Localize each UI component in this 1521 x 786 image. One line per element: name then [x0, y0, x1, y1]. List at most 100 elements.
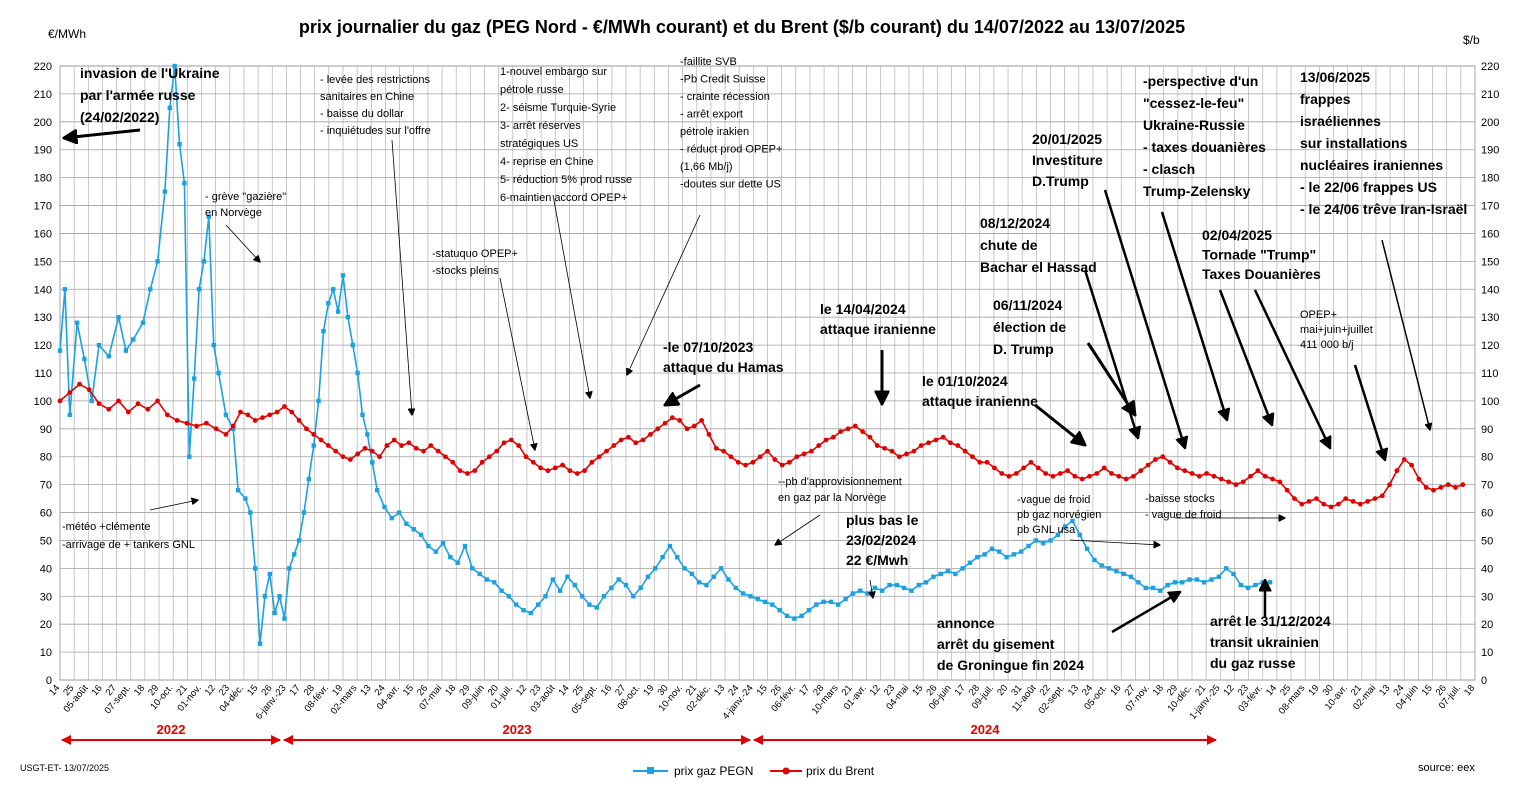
data-point-gas — [345, 314, 351, 320]
data-point-brent — [721, 448, 726, 454]
annotation-israel: - le 22/06 frappes US — [1300, 179, 1437, 195]
annotation-arrow — [1111, 592, 1180, 634]
annotation-iran1404: le 14/04/2024 — [820, 301, 906, 317]
data-point-gas — [311, 443, 316, 448]
annotation-arrow — [1218, 289, 1272, 425]
data-point-brent — [889, 448, 895, 454]
annotation-embargo: 2- séisme Turquie-Syrie — [500, 102, 616, 114]
data-point-brent — [574, 471, 580, 476]
annotation-arrow — [1353, 364, 1385, 460]
data-point-gas — [257, 641, 263, 646]
data-point-brent — [1160, 454, 1166, 460]
data-point-gas — [335, 309, 341, 314]
data-point-gas — [301, 510, 307, 515]
data-point-gas — [726, 577, 731, 582]
annotation-groningue: arrêt du gisement — [937, 636, 1055, 652]
data-point-gas — [196, 287, 202, 292]
y-tick-label-right: 180 — [1481, 173, 1499, 185]
data-point-gas — [272, 610, 277, 616]
data-point-brent — [1365, 498, 1371, 504]
y-tick-label-left: 90 — [40, 424, 52, 436]
annotation-investiture: 20/01/2025 — [1032, 131, 1102, 147]
data-point-gas — [155, 259, 160, 264]
data-point-gas — [872, 585, 878, 591]
data-point-gas — [821, 599, 826, 605]
data-point-gas — [543, 594, 548, 599]
annotations: invasion de l'Ukraine par l'armée russe (2… — [62, 56, 1467, 673]
data-point-brent — [125, 409, 131, 415]
annotation-arrow — [1253, 289, 1330, 448]
annotation-cessez: Ukraine-Russie — [1143, 117, 1245, 133]
annotation-arrow — [149, 500, 198, 511]
data-point-brent — [772, 457, 778, 462]
data-point-brent — [1123, 476, 1129, 482]
data-point-brent — [545, 468, 551, 474]
annotation-trump1: 06/11/2024 — [993, 297, 1063, 313]
annotation-tornade: 02/04/2025 — [1202, 227, 1272, 243]
data-point-brent — [1233, 482, 1239, 488]
data-point-brent — [486, 454, 492, 460]
data-point-brent — [1116, 473, 1122, 479]
data-point-brent — [1138, 468, 1144, 474]
data-point-brent — [765, 448, 770, 454]
data-point-brent — [1401, 457, 1407, 462]
data-point-brent — [86, 387, 92, 393]
data-point-gas — [1099, 563, 1104, 568]
data-point-brent — [57, 398, 63, 404]
data-point-gas — [850, 591, 856, 596]
data-point-gas — [718, 566, 724, 571]
data-point-gas — [909, 588, 914, 593]
data-point-gas — [411, 527, 416, 532]
data-point-gas — [1136, 580, 1141, 585]
data-point-gas — [1172, 580, 1178, 585]
data-point-brent — [355, 451, 361, 457]
data-point-gas — [1092, 557, 1097, 563]
data-point-brent — [1270, 476, 1275, 482]
y-tick-label-left: 70 — [40, 480, 52, 492]
data-point-brent — [1065, 468, 1070, 474]
data-point-gas — [396, 510, 402, 515]
data-point-brent — [1035, 465, 1041, 471]
data-point-gas — [243, 496, 248, 501]
data-point-brent — [1255, 468, 1261, 474]
y-tick-label-right: 60 — [1481, 508, 1493, 520]
annotation-statuquo: -stocks pleins — [432, 265, 499, 277]
data-point-gas — [572, 582, 577, 588]
data-point-brent — [911, 448, 917, 454]
data-point-brent — [106, 406, 112, 412]
y-tick-label-left: 150 — [34, 256, 52, 268]
data-point-gas — [535, 602, 541, 607]
annotation-hamas: attaque du Hamas — [663, 359, 784, 375]
data-point-brent — [750, 459, 756, 465]
data-point-gas — [923, 580, 929, 585]
data-point-brent — [1248, 473, 1253, 479]
data-point-brent — [347, 457, 353, 462]
data-point-gas — [938, 571, 943, 577]
data-point-gas — [667, 543, 673, 549]
data-point-brent — [933, 437, 939, 443]
y-tick-label-right: 200 — [1481, 117, 1499, 129]
data-point-gas — [645, 574, 651, 579]
data-point-gas — [1253, 582, 1258, 588]
data-point-brent — [1182, 468, 1188, 474]
footer-note: USGT-ET- 13/07/2025 — [20, 763, 109, 773]
annotation-arrow — [391, 139, 412, 415]
data-point-gas — [267, 571, 273, 577]
y-tick-label-right: 210 — [1481, 89, 1499, 101]
annotation-froid2: -baisse stocks — [1145, 493, 1215, 505]
data-point-brent — [1087, 473, 1092, 479]
data-point-gas — [733, 585, 738, 591]
data-point-gas — [1216, 574, 1222, 579]
data-point-brent — [809, 448, 814, 454]
data-point-brent — [174, 418, 180, 423]
data-point-brent — [1050, 473, 1056, 479]
data-point-brent — [743, 462, 748, 468]
data-point-gas — [901, 585, 907, 591]
data-point-brent — [1189, 471, 1195, 476]
data-point-brent — [516, 443, 522, 448]
data-point-brent — [538, 465, 544, 471]
data-point-brent — [896, 454, 902, 460]
data-point-brent — [794, 454, 800, 460]
data-point-brent — [1335, 501, 1341, 507]
data-point-gas — [945, 568, 951, 574]
